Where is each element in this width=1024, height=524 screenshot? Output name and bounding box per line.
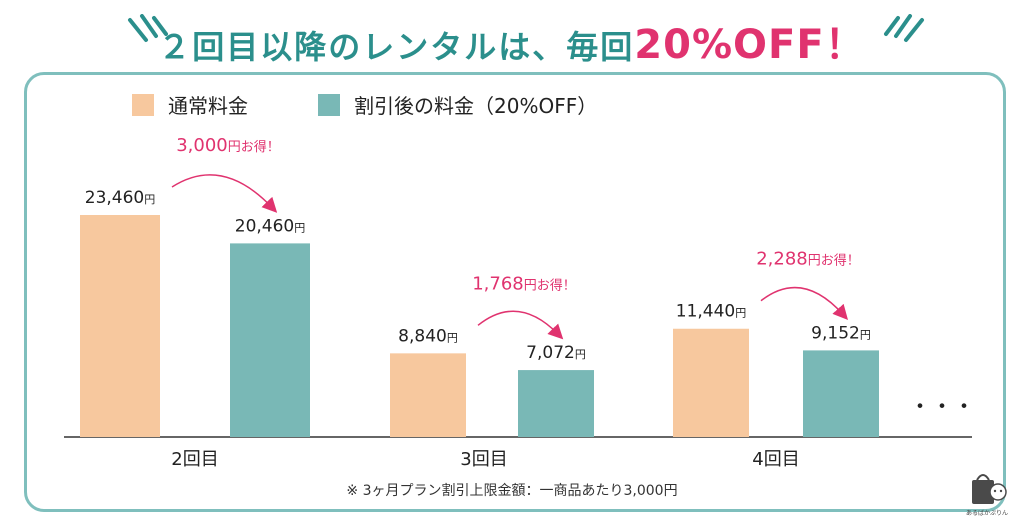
category-label-4: 4回目	[752, 449, 799, 470]
chart-panel	[24, 72, 1006, 512]
savings-arrow-4	[760, 286, 849, 320]
legend-swatch-regular	[132, 94, 154, 116]
value-label-regular-4: 11,440円	[676, 302, 746, 322]
bar-regular-2	[80, 215, 160, 437]
savings-arrow-2	[171, 174, 278, 213]
page-title: ２回目以降のレンタルは、毎回20%OFF！	[0, 12, 1024, 70]
savings-label-3: 1,768円お得！	[472, 273, 576, 294]
bar-discount-3	[518, 370, 594, 437]
category-label-2: 2回目	[171, 449, 218, 470]
savings-arrow-3	[477, 310, 564, 340]
category-label-3: 3回目	[460, 449, 507, 470]
footnote: ※ 3ヶ月プラン割引上限金額：一商品あたり3,000円	[346, 483, 678, 499]
legend-swatch-discount	[318, 94, 340, 116]
bar-regular-4	[673, 328, 749, 437]
brand-logo: あるばかぷりん	[964, 470, 1010, 518]
continuation-dots: ・・・	[909, 395, 975, 420]
title-highlight: 20%OFF！	[634, 22, 866, 68]
bar-discount-4	[803, 350, 879, 437]
right-sparkle-icon	[884, 14, 924, 42]
bar-regular-3	[390, 353, 466, 437]
bar-discount-2	[230, 243, 310, 437]
legend-label-discount: 割引後の料金（20%OFF）	[354, 94, 597, 118]
logo-text: あるばかぷりん	[965, 510, 1009, 517]
value-label-regular-3: 8,840円	[398, 326, 458, 346]
value-label-discount-2: 20,460円	[235, 216, 305, 236]
value-label-regular-2: 23,460円	[85, 188, 155, 208]
value-label-discount-3: 7,072円	[526, 343, 586, 363]
value-label-discount-4: 9,152円	[811, 323, 871, 343]
legend-label-regular: 通常料金	[168, 94, 248, 118]
shopping-bag-icon	[972, 474, 1007, 504]
title-row: ２回目以降のレンタルは、毎回20%OFF！	[0, 0, 1024, 72]
savings-label-2: 3,000円お得！	[176, 135, 280, 156]
left-sparkle-icon	[128, 14, 168, 42]
savings-label-4: 2,288円お得！	[756, 249, 860, 270]
title-main: ２回目以降のレンタルは、毎回	[158, 28, 635, 66]
